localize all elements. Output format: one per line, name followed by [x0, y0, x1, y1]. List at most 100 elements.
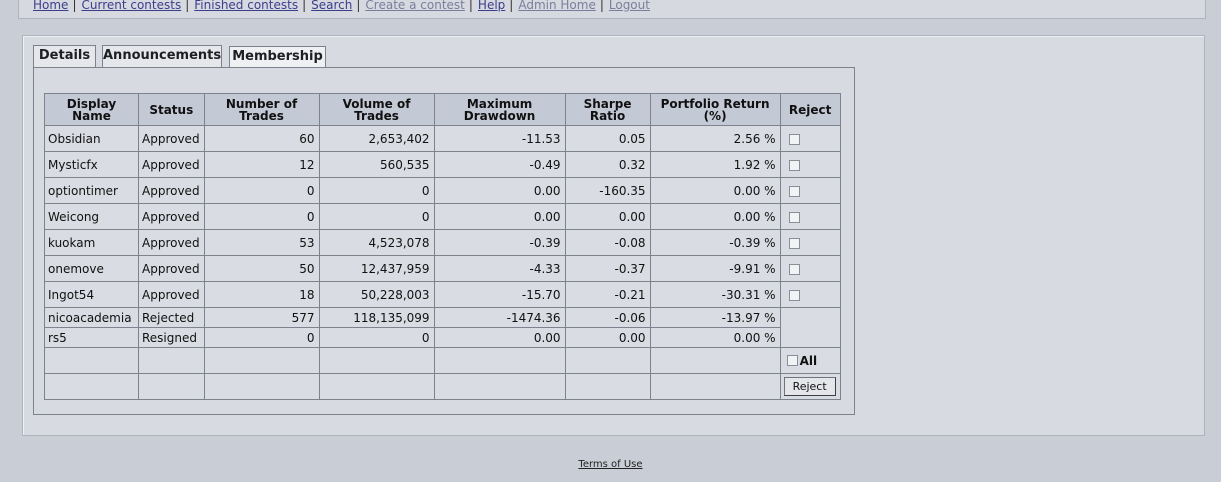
col-maximum-drawdown: Maximum Drawdown	[433, 93, 566, 126]
col-status: Status	[138, 93, 205, 126]
cell-maximum-drawdown: -0.39	[433, 229, 566, 256]
cell-status: Resigned	[138, 327, 205, 348]
cell-volume-of-trades: 0	[318, 177, 435, 204]
cell-volume-of-trades: 0	[318, 203, 435, 230]
cell-volume-of-trades: 2,653,402	[318, 125, 435, 152]
empty-cell	[649, 373, 781, 400]
reject-checkbox[interactable]	[788, 211, 800, 223]
table-row: Weicong Approved 0 0 0.00 0.00 0.00 %	[44, 203, 841, 230]
reject-checkbox[interactable]	[788, 289, 800, 301]
cell-reject-button: Reject	[779, 373, 841, 400]
cell-sharpe-ratio: -0.37	[564, 255, 651, 282]
nav-separator: |	[302, 0, 307, 12]
table-row: kuokam Approved 53 4,523,078 -0.39 -0.08 -0.39…	[44, 229, 841, 256]
nav-separator: |	[509, 0, 514, 12]
cell-reject	[779, 177, 841, 204]
cell-display-name: optiontimer	[44, 177, 139, 204]
nav-separator: |	[356, 0, 361, 12]
table-row: onemove Approved 50 12,437,959 -4.33 -0.37 -9.…	[44, 255, 841, 282]
cell-maximum-drawdown: -11.53	[433, 125, 566, 152]
cell-portfolio-return: 0.00 %	[649, 203, 781, 230]
nav-link-help[interactable]: Help	[477, 0, 506, 12]
empty-cell	[203, 373, 320, 400]
cell-sharpe-ratio: 0.00	[564, 327, 651, 348]
cell-sharpe-ratio: -0.08	[564, 229, 651, 256]
terms-of-use-link[interactable]: Terms of Use	[578, 459, 643, 470]
cell-number-of-trades: 12	[203, 151, 320, 178]
cell-status: Approved	[138, 255, 205, 282]
nav-link-finished-contests[interactable]: Finished contests	[194, 0, 299, 12]
top-nav-panel: Home | Current contests | Finished contests |…	[18, 0, 1206, 19]
cell-status: Approved	[138, 125, 205, 152]
tab-announcements[interactable]: Announcements	[102, 45, 222, 67]
cell-status: Approved	[138, 229, 205, 256]
cell-status: Approved	[138, 177, 205, 204]
nav-link-logout[interactable]: Logout	[608, 0, 650, 12]
cell-display-name: Obsidian	[44, 125, 139, 152]
reject-checkbox[interactable]	[788, 159, 800, 171]
cell-reject	[779, 229, 841, 256]
empty-cell	[138, 347, 205, 374]
table-row: nicoacademia Rejected 577 118,135,099 -1474.…	[44, 307, 841, 348]
table-row: Ingot54 Approved 18 50,228,003 -15.70 -0.21 -3…	[44, 281, 841, 308]
cell-maximum-drawdown: 0.00	[433, 203, 566, 230]
reject-checkbox[interactable]	[788, 133, 800, 145]
cell-maximum-drawdown: 0.00	[433, 327, 566, 348]
cell-select-all: All	[779, 347, 841, 374]
cell-status: Rejected	[138, 307, 205, 328]
cell-display-name: Ingot54	[44, 281, 139, 308]
empty-cell	[44, 373, 139, 400]
cell-number-of-trades: 0	[203, 327, 320, 348]
reject-button[interactable]: Reject	[783, 377, 836, 396]
cell-portfolio-return: -0.39 %	[649, 229, 781, 256]
tab-details[interactable]: Details	[33, 45, 96, 67]
cell-sharpe-ratio: 0.00	[564, 203, 651, 230]
cell-display-name: nicoacademia	[44, 307, 139, 328]
reject-checkbox[interactable]	[788, 185, 800, 197]
cell-portfolio-return: -30.31 %	[649, 281, 781, 308]
cell-number-of-trades: 0	[203, 177, 320, 204]
cell-volume-of-trades: 118,135,099	[318, 307, 435, 328]
nav-separator: |	[72, 0, 77, 12]
membership-panel: Display Name Status Number of Trades Vol…	[33, 67, 855, 415]
empty-cell	[44, 347, 139, 374]
cell-portfolio-return: 1.92 %	[649, 151, 781, 178]
membership-table: Display Name Status Number of Trades Vol…	[44, 93, 841, 400]
nav-link-search[interactable]: Search	[311, 0, 353, 12]
nav-link-admin-home[interactable]: Admin Home	[518, 0, 596, 12]
select-all-row: All	[44, 347, 841, 374]
reject-checkbox[interactable]	[788, 263, 800, 275]
empty-cell	[649, 347, 781, 374]
table-header-row: Display Name Status Number of Trades Vol…	[44, 93, 841, 126]
cell-display-name: Mysticfx	[44, 151, 139, 178]
cell-number-of-trades: 577	[203, 307, 320, 328]
cell-sharpe-ratio: -0.21	[564, 281, 651, 308]
cell-volume-of-trades: 0	[318, 327, 435, 348]
nav-link-create-a-contest[interactable]: Create a contest	[365, 0, 465, 12]
cell-status: Approved	[138, 281, 205, 308]
select-all-checkbox[interactable]	[786, 355, 798, 367]
cell-number-of-trades: 53	[203, 229, 320, 256]
table-body: Obsidian Approved 60 2,653,402 -11.53 0.05 2.5…	[44, 125, 841, 400]
cell-reject	[779, 281, 841, 308]
empty-cell	[318, 373, 435, 400]
cell-display-name: kuokam	[44, 229, 139, 256]
cell-volume-of-trades: 50,228,003	[318, 281, 435, 308]
cell-number-of-trades: 18	[203, 281, 320, 308]
table-row: Mysticfx Approved 12 560,535 -0.49 0.32 1.92 %	[44, 151, 841, 178]
nav-link-current-contests[interactable]: Current contests	[81, 0, 182, 12]
nav-link-home[interactable]: Home	[33, 0, 69, 12]
cell-status: Approved	[138, 151, 205, 178]
col-reject: Reject	[779, 93, 841, 126]
cell-volume-of-trades: 12,437,959	[318, 255, 435, 282]
main-panel: Details Announcements Membership Display…	[22, 35, 1205, 436]
empty-cell	[564, 347, 651, 374]
nav-separator: |	[185, 0, 190, 12]
empty-cell	[433, 373, 566, 400]
cell-display-name: Weicong	[44, 203, 139, 230]
tab-membership[interactable]: Membership	[229, 46, 326, 69]
empty-cell	[318, 347, 435, 374]
reject-checkbox[interactable]	[788, 237, 800, 249]
cell-portfolio-return: -13.97 %	[649, 307, 781, 328]
empty-cell	[564, 373, 651, 400]
